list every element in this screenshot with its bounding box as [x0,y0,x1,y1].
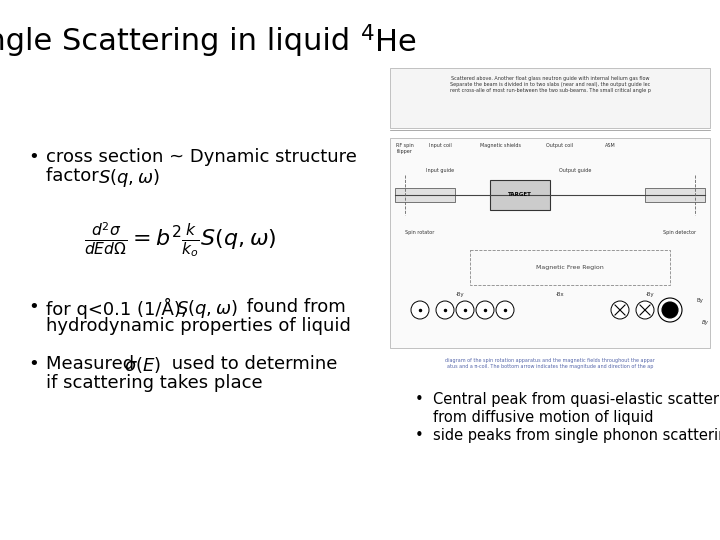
Text: Output coil: Output coil [546,143,574,148]
Text: diagram of the spin rotation apparatus and the magnetic fields throughout the ap: diagram of the spin rotation apparatus a… [445,358,655,369]
Text: cross section ~ Dynamic structure: cross section ~ Dynamic structure [46,148,357,166]
Text: $\sigma(E)$: $\sigma(E)$ [124,355,161,375]
Text: Magnetic shields: Magnetic shields [480,143,521,148]
Text: side peaks from single phonon scattering: side peaks from single phonon scattering [433,428,720,443]
Bar [490,180,550,210]
Text: $^4$He: $^4$He [360,26,417,58]
Text: ASM: ASM [605,143,616,148]
Text: -By: -By [646,292,654,297]
Text: found from: found from [241,298,346,316]
Text: •: • [415,428,424,443]
Bar [390,68,710,128]
Bar [390,138,710,348]
Text: $S(q,\omega)$: $S(q,\omega)$ [98,167,160,189]
Text: •: • [28,298,39,316]
Text: used to determine: used to determine [166,355,338,373]
Text: By: By [701,320,708,325]
Text: •: • [415,392,424,407]
Text: Small Angle Scattering in liquid: Small Angle Scattering in liquid [0,28,360,57]
Circle shape [496,301,514,319]
Circle shape [456,301,474,319]
Circle shape [411,301,429,319]
Text: $S(q, \omega)$: $S(q, \omega)$ [176,298,238,320]
Text: Central peak from quasi-elastic scattering: Central peak from quasi-elastic scatteri… [433,392,720,407]
Text: Spin rotator: Spin rotator [405,230,435,235]
Circle shape [662,302,678,318]
Text: for q<0.1 (1/Å),: for q<0.1 (1/Å), [46,298,192,319]
Text: Input guide: Input guide [426,168,454,173]
Text: TARGET: TARGET [508,192,532,198]
Circle shape [436,301,454,319]
Text: •: • [28,148,39,166]
Text: By: By [696,298,703,303]
Text: if scattering takes place: if scattering takes place [46,374,263,392]
Circle shape [636,301,654,319]
Circle shape [611,301,629,319]
Text: Scattered above. Another float glass neutron guide with internal helium gas flow: Scattered above. Another float glass neu… [449,76,650,92]
Text: Magnetic Free Region: Magnetic Free Region [536,265,604,270]
Circle shape [658,298,682,322]
Text: -By: -By [456,292,464,297]
Text: Measured: Measured [46,355,140,373]
Text: Input coil: Input coil [428,143,451,148]
Circle shape [476,301,494,319]
Text: •: • [28,355,39,373]
Bar [470,250,670,285]
Text: from diffusive motion of liquid: from diffusive motion of liquid [433,410,654,425]
Text: factor: factor [46,167,104,185]
Text: -Bx: -Bx [556,292,564,297]
Text: Spin detector: Spin detector [663,230,696,235]
Text: hydrodynamic properties of liquid: hydrodynamic properties of liquid [46,317,351,335]
Bar [645,188,705,202]
Text: $\frac{d^2\sigma}{dEd\Omega} = b^2 \frac{k}{k_o} S(q, \omega)$: $\frac{d^2\sigma}{dEd\Omega} = b^2 \frac… [84,220,276,259]
Bar [395,188,455,202]
Text: RF spin
flipper: RF spin flipper [396,143,414,154]
Text: Output guide: Output guide [559,168,591,173]
